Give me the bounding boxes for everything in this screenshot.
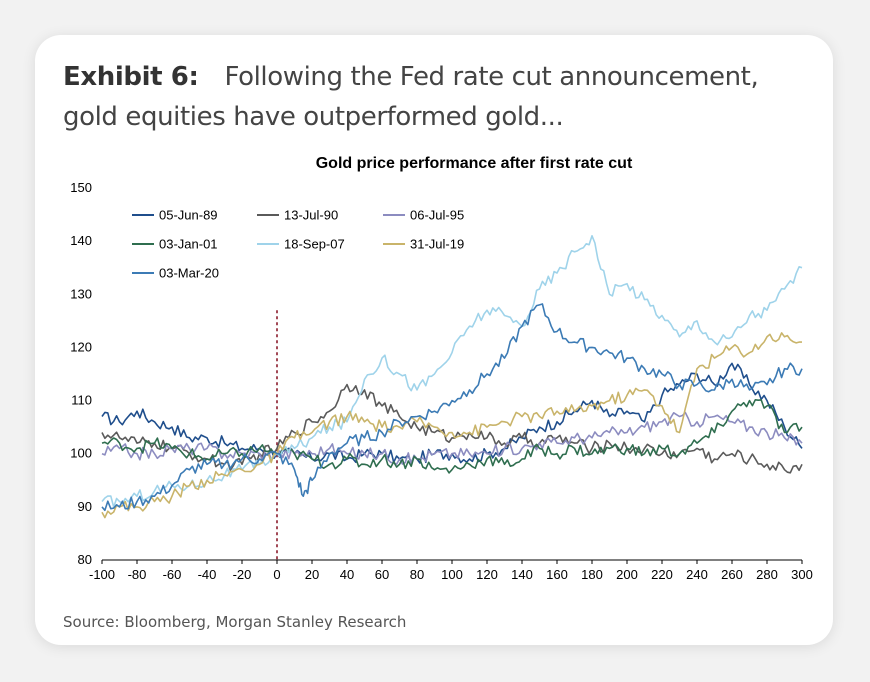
x-tick-label: 140 [511, 567, 533, 582]
x-tick-label: -100 [89, 567, 115, 582]
line-chart: 80 90 100 110 120 130 140 150 -100 -80 -60 -40 -20 0 2… [70, 180, 813, 582]
series-line-03-Mar-20 [101, 303, 803, 512]
x-tick-label: 60 [375, 567, 389, 582]
legend-label: 06-Jul-95 [410, 208, 464, 223]
legend-label: 05-Jun-89 [159, 208, 218, 223]
exhibit-heading: Exhibit 6: Following the Fed rate cut ann… [63, 57, 803, 137]
y-tick-label: 90 [78, 499, 92, 514]
x-tick-label: 260 [721, 567, 743, 582]
y-tick-label: 150 [70, 180, 92, 195]
exhibit-card: Exhibit 6: Following the Fed rate cut ann… [35, 35, 833, 645]
exhibit-label: Exhibit 6: [63, 62, 199, 92]
exhibit-title: Following the Fed rate cut announcement,… [63, 62, 759, 132]
legend-label: 18-Sep-07 [284, 237, 345, 252]
x-tick-label: 0 [273, 567, 280, 582]
y-tick-label: 110 [71, 393, 92, 408]
y-tick-label: 130 [70, 286, 92, 301]
x-tick-label: 180 [581, 567, 603, 582]
series-line-31-Jul-19 [101, 332, 802, 519]
legend-label: 31-Jul-19 [410, 237, 464, 252]
x-tick-label: 220 [651, 567, 673, 582]
y-tick-label: 80 [78, 552, 92, 567]
x-tick-label: -40 [198, 567, 217, 582]
x-tick-label: 240 [686, 567, 708, 582]
y-tick-label: 140 [70, 233, 92, 248]
x-tick-label: -20 [233, 567, 252, 582]
legend-label: 03-Jan-01 [159, 237, 218, 252]
x-tick-label: 200 [616, 567, 638, 582]
x-tick-label: 80 [410, 567, 424, 582]
x-tick-label: 120 [476, 567, 498, 582]
x-tick-label: 300 [791, 567, 813, 582]
x-tick-label: -80 [128, 567, 147, 582]
x-tick-label: 280 [756, 567, 778, 582]
x-tick-label: 160 [546, 567, 568, 582]
y-tick-label: 100 [70, 446, 92, 461]
series-line-13-Jul-90 [101, 383, 803, 474]
series-line-03-Jan-01 [101, 398, 803, 474]
chart-title: Gold price performance after first rate … [315, 155, 633, 172]
legend-label: 13-Jul-90 [284, 208, 338, 223]
x-tick-label: 20 [305, 567, 319, 582]
series-line-18-Sep-07 [101, 235, 803, 508]
legend-label: 03-Mar-20 [159, 266, 219, 281]
source-note: Source: Bloomberg, Morgan Stanley Resear… [63, 613, 407, 631]
y-tick-label: 120 [70, 339, 92, 354]
x-tick-label: 100 [441, 567, 463, 582]
x-tick-label: -60 [163, 567, 182, 582]
x-tick-label: 40 [340, 567, 354, 582]
